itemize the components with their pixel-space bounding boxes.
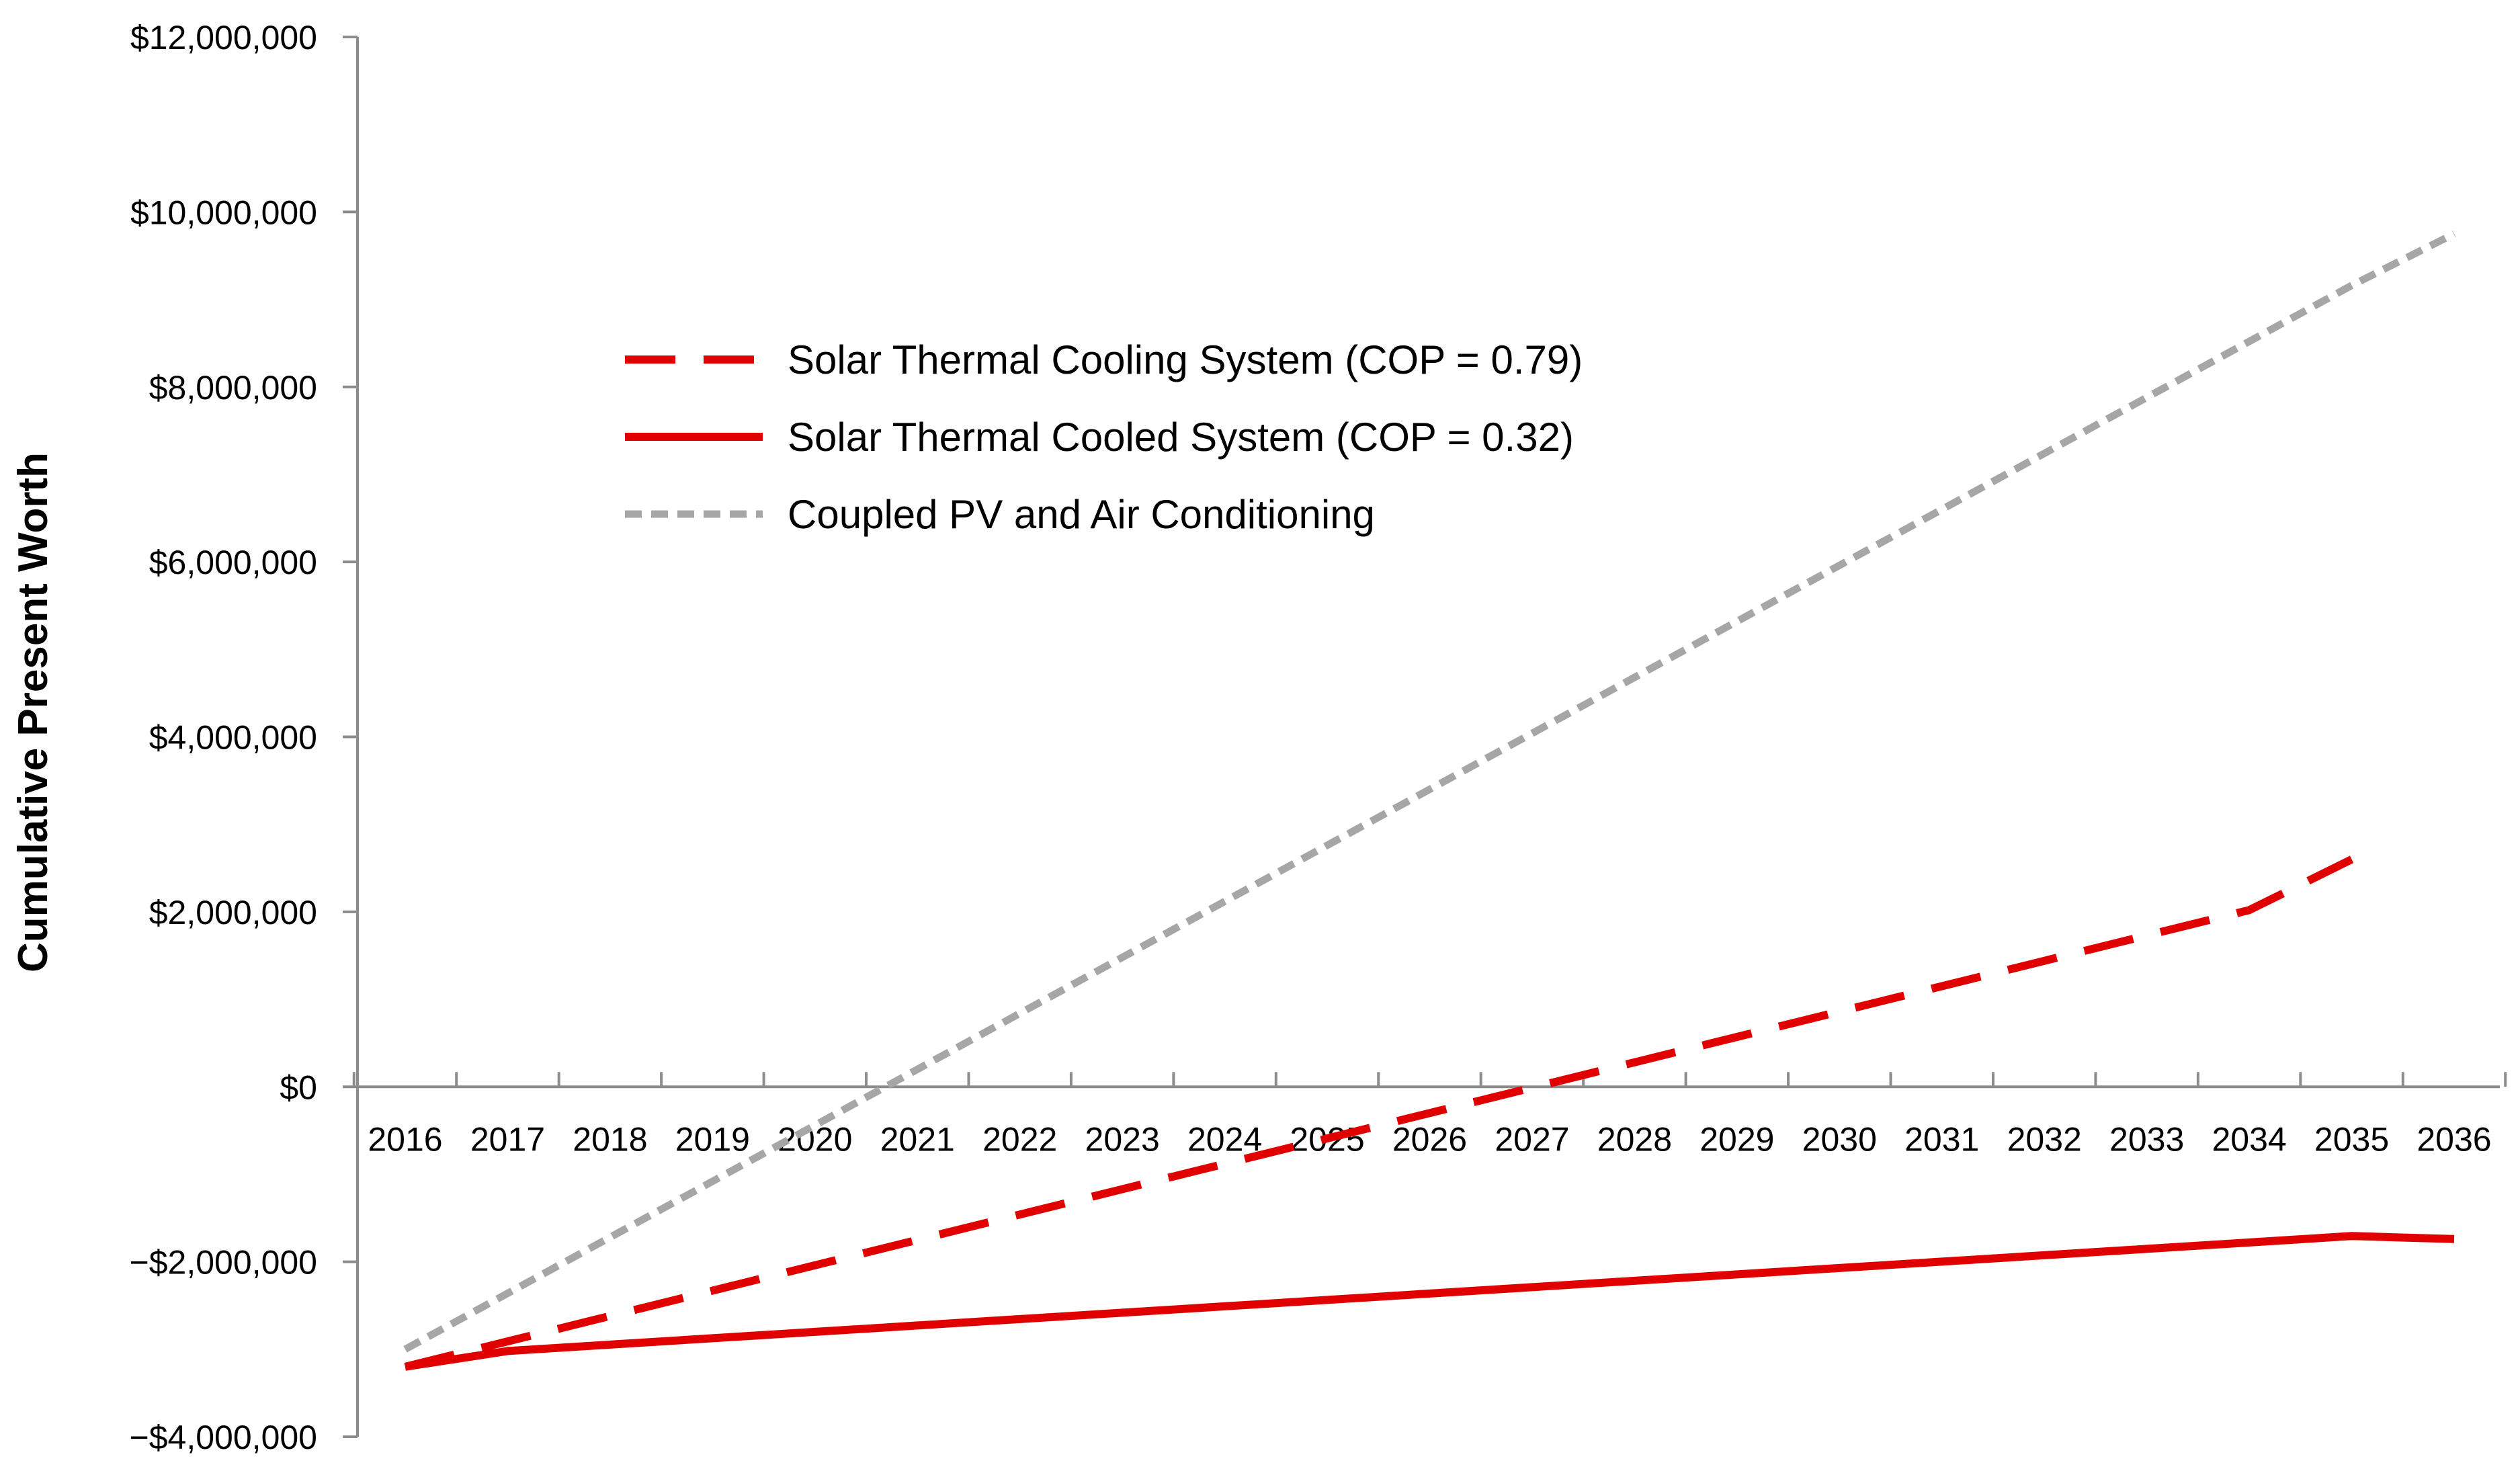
y-tick-label: −$2,000,000 [130, 1244, 317, 1282]
legend: Solar Thermal Cooling System (COP = 0.79… [625, 337, 1583, 537]
x-tick-label: 2032 [2007, 1120, 2082, 1158]
x-tick-label: 2022 [982, 1120, 1057, 1158]
series-line-2 [405, 1232, 2455, 1371]
x-tick-label: 2020 [778, 1120, 852, 1158]
series-line-3 [403, 230, 2456, 1353]
legend-label-2: Solar Thermal Cooled System (COP = 0.32) [788, 415, 1574, 460]
y-tick-label: $6,000,000 [149, 544, 317, 581]
x-tick-label: 2024 [1187, 1120, 1262, 1158]
x-tick-label: 2030 [1802, 1120, 1877, 1158]
x-tick-label: 2017 [470, 1120, 545, 1158]
x-tick-label: 2033 [2109, 1120, 2184, 1158]
series-line-1 [404, 855, 2354, 1371]
x-tick-label: 2034 [2212, 1120, 2286, 1158]
x-tick-label: 2023 [1085, 1120, 1160, 1158]
x-tick-label: 2016 [368, 1120, 442, 1158]
y-tick-label: $10,000,000 [130, 194, 317, 231]
x-tick-label: 2029 [1699, 1120, 1774, 1158]
y-tick-label: −$4,000,000 [130, 1419, 317, 1456]
x-tick-label: 2021 [880, 1120, 955, 1158]
y-tick-label: $4,000,000 [149, 719, 317, 757]
x-tick-label: 2019 [675, 1120, 750, 1158]
x-tick-label: 2018 [573, 1120, 647, 1158]
x-tick-label: 2027 [1495, 1120, 1569, 1158]
legend-label-3: Coupled PV and Air Conditioning [788, 492, 1375, 537]
y-tick-label: $12,000,000 [130, 19, 317, 56]
legend-label-1: Solar Thermal Cooling System (COP = 0.79… [788, 337, 1583, 382]
x-tick-label: 2031 [1904, 1120, 1979, 1158]
x-tick-label: 2035 [2314, 1120, 2389, 1158]
x-tick-label: 2036 [2417, 1120, 2491, 1158]
series-layer [403, 230, 2456, 1371]
y-tick-label: $8,000,000 [149, 369, 317, 407]
axes: −$4,000,000 −$2,000,000 $0 $2,000,000 $4,000… [130, 19, 2507, 1456]
x-tick-label: 2028 [1597, 1120, 1672, 1158]
y-tick-label: $0 [280, 1068, 317, 1106]
y-axis-title: Cumulative Present Worth [10, 452, 56, 972]
y-tick-label: $2,000,000 [149, 894, 317, 931]
x-tick-label: 2026 [1392, 1120, 1467, 1158]
